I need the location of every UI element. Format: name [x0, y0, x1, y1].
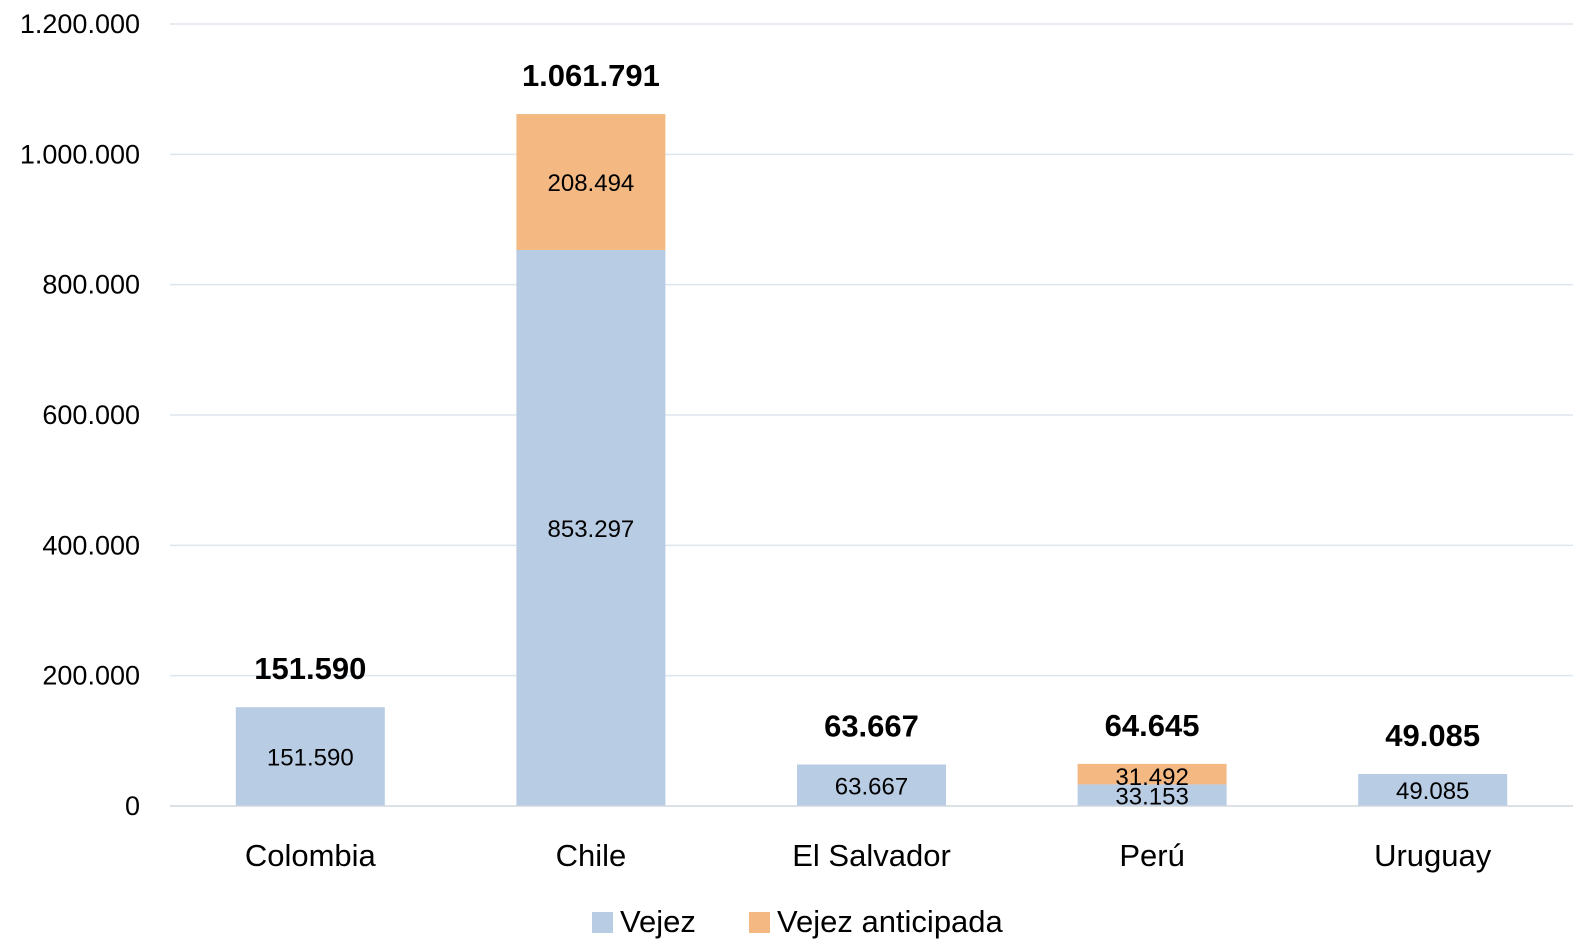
legend: Vejez Vejez anticipada: [592, 904, 1004, 939]
bar-vejez: [1358, 774, 1508, 806]
bar-value-label: 63.667: [835, 773, 908, 800]
gridlines: [170, 23, 1573, 677]
x-axis: Colombia Chile El Salvador Perú Uruguay: [170, 805, 1573, 873]
y-tick-label: 1.200.000: [20, 9, 140, 39]
y-tick-label: 0: [125, 791, 140, 821]
x-category-label: Colombia: [245, 838, 377, 873]
legend-item-vejez: Vejez: [592, 904, 696, 939]
legend-label: Vejez anticipada: [777, 904, 1004, 939]
x-category-label: Uruguay: [1374, 838, 1492, 873]
legend-swatch: [749, 912, 770, 933]
bar-total-label: 1.061.791: [522, 58, 660, 93]
bar-vejez: [516, 249, 666, 806]
bar-vejez-anticipada: [516, 114, 666, 250]
legend-swatch: [592, 912, 613, 933]
bar-total-label: 64.645: [1105, 708, 1200, 743]
y-tick-label: 1.000.000: [20, 139, 140, 169]
y-tick-label: 200.000: [42, 661, 140, 691]
bar-total-label: 49.085: [1385, 718, 1480, 753]
y-tick-label: 400.000: [42, 530, 140, 560]
bar-vejez: [797, 764, 946, 806]
bar-vejez-anticipada: [1077, 763, 1227, 785]
bar-value-label: 853.297: [548, 516, 635, 543]
bar-value-label: 31.492: [1115, 764, 1188, 791]
bar-vejez: [235, 707, 385, 806]
y-tick-label: 800.000: [42, 270, 140, 300]
bar-total-label: 63.667: [824, 709, 919, 744]
bar-value-label: 208.494: [548, 170, 635, 197]
x-category-label: Perú: [1119, 838, 1184, 873]
bar-value-label: 49.085: [1396, 778, 1469, 805]
y-tick-label: 600.000: [42, 400, 140, 430]
y-axis: 0 200.000 400.000 600.000 800.000 1.000.000 1.…: [20, 9, 140, 821]
legend-label: Vejez: [620, 904, 696, 939]
x-category-label: El Salvador: [792, 838, 951, 873]
bar-value-label: 151.590: [267, 745, 354, 772]
x-category-label: Chile: [556, 838, 627, 873]
bar-vejez: [1077, 784, 1227, 806]
bar-total-label: 151.590: [254, 651, 366, 686]
legend-item-vejez-anticipada: Vejez anticipada: [749, 904, 1004, 939]
bars: 151.590 151.590 853.297 208.494 1.061.791 63.…: [235, 58, 1508, 810]
